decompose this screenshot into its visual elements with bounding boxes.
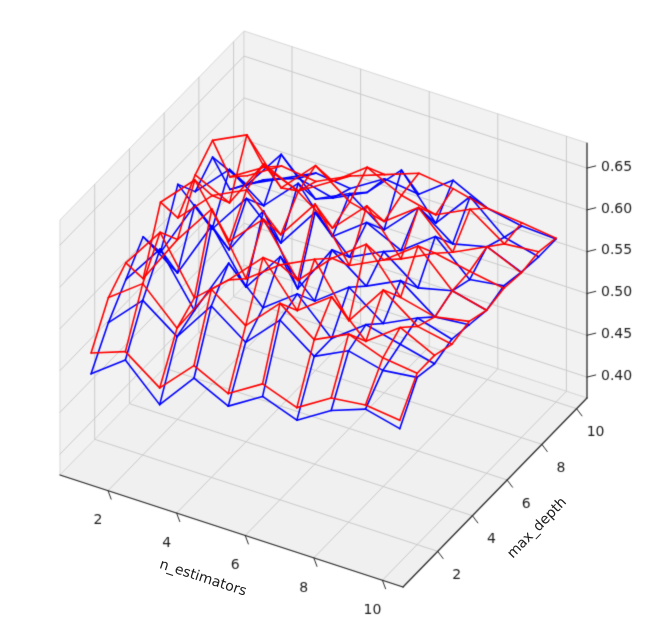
wireframe-plot-canvas [0, 0, 648, 636]
figure-3d-wireframe: n_estimators max_depth [0, 0, 648, 636]
